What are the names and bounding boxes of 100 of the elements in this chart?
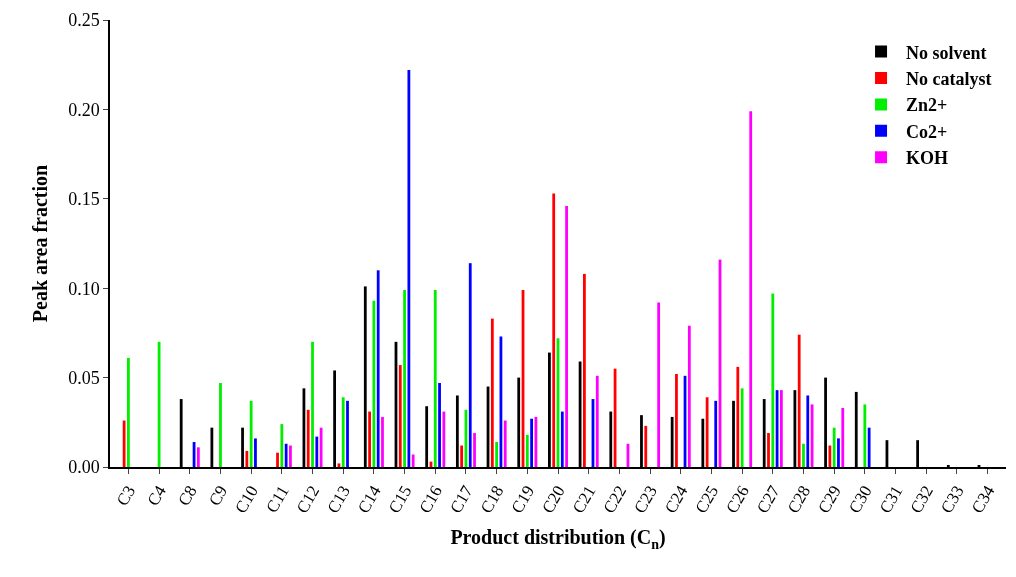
x-tick-label: C3 [112, 482, 140, 510]
bar [411, 454, 415, 467]
bar [219, 382, 222, 467]
bar [797, 334, 801, 467]
x-tick-label: C31 [875, 482, 907, 517]
x-tick-label: C8 [174, 482, 201, 510]
bar [122, 420, 126, 467]
bar [276, 452, 279, 467]
bar [779, 390, 783, 467]
bar [675, 374, 678, 467]
y-tick-label: 0.10 [68, 278, 100, 299]
bar [736, 366, 740, 467]
y-tick-label: 0.25 [68, 10, 100, 31]
y-tick-label: 0.00 [68, 457, 100, 478]
x-tick-label: C30 [845, 482, 876, 517]
bar [560, 411, 564, 467]
bar [837, 438, 840, 467]
x-tick-label: C20 [538, 482, 569, 517]
x-tick-label: C23 [630, 482, 661, 517]
legend-label: No solvent [906, 42, 987, 63]
bar [473, 433, 476, 467]
x-tick-label: C22 [599, 482, 631, 517]
bar [565, 205, 568, 467]
y-axis-title: Peak area fraction [29, 164, 52, 323]
bar [254, 438, 257, 467]
x-tick-label: C12 [292, 482, 324, 517]
x-tick-label: C10 [231, 482, 262, 517]
bar [438, 382, 441, 467]
bar [687, 325, 691, 467]
bar [341, 397, 345, 467]
bar [749, 111, 753, 467]
bar [771, 293, 775, 467]
bar [284, 443, 288, 467]
legend-label: Zn2+ [906, 95, 948, 116]
bar [806, 395, 810, 467]
x-tick-label: C15 [384, 482, 416, 517]
x-tick-label: C28 [783, 482, 815, 517]
bar [249, 400, 253, 467]
bar [468, 263, 472, 467]
bar [315, 436, 319, 467]
bar [802, 443, 805, 467]
bar [495, 441, 499, 467]
bar [832, 427, 836, 467]
bar [319, 427, 323, 467]
x-tick-label: C27 [752, 481, 784, 517]
bar [442, 411, 446, 467]
bar [714, 400, 718, 467]
y-tick-label: 0.15 [68, 189, 100, 210]
bar [863, 404, 867, 467]
bar [595, 375, 599, 467]
x-tick-label: C17 [446, 481, 478, 517]
bar [552, 193, 556, 467]
x-tick-label: C24 [660, 481, 692, 517]
bar [245, 450, 249, 467]
x-tick-label: C34 [967, 481, 999, 517]
x-tick-label: C11 [262, 482, 293, 516]
x-tick-label: C16 [415, 482, 447, 517]
x-tick-label: C26 [722, 482, 753, 517]
x-tick-label: C33 [937, 482, 968, 517]
x-tick-label: C19 [507, 482, 539, 517]
bar [530, 418, 534, 467]
bar [644, 425, 648, 467]
x-tick-label: C18 [476, 482, 508, 517]
bar [503, 420, 507, 467]
bar [407, 70, 411, 467]
x-tick-label: C14 [354, 481, 385, 517]
bar [376, 270, 380, 467]
x-tick-label: C13 [323, 482, 355, 517]
bar [398, 365, 402, 467]
bar [740, 388, 744, 467]
x-tick-label: C25 [691, 482, 723, 517]
bar [280, 424, 284, 467]
bar [828, 445, 832, 467]
bar [127, 357, 130, 467]
bar [346, 400, 349, 467]
bar [289, 445, 292, 467]
bar [306, 409, 310, 467]
bar [381, 416, 384, 467]
legend-label: KOH [906, 148, 949, 169]
bar [525, 434, 529, 467]
bar [657, 302, 661, 467]
x-tick-label: C29 [814, 482, 845, 517]
legend-label: Co2+ [906, 121, 948, 142]
x-tick-label: C9 [204, 482, 232, 510]
bar [368, 411, 371, 467]
bar [767, 433, 770, 467]
bar [867, 427, 871, 467]
bar [403, 289, 406, 467]
bar [460, 445, 464, 467]
x-axis-title: Product distribution (C$_{n}$) [450, 526, 666, 552]
y-tick-label: 0.20 [68, 99, 100, 120]
x-tick-label: C4 [143, 481, 171, 510]
x-tick-label: C21 [568, 482, 600, 517]
y-tick-label: 0.05 [68, 367, 100, 388]
bar [372, 300, 376, 467]
bar [582, 273, 586, 467]
bar [196, 447, 200, 467]
x-tick-label: C32 [906, 482, 938, 517]
bar [841, 408, 845, 467]
bar [490, 318, 494, 467]
